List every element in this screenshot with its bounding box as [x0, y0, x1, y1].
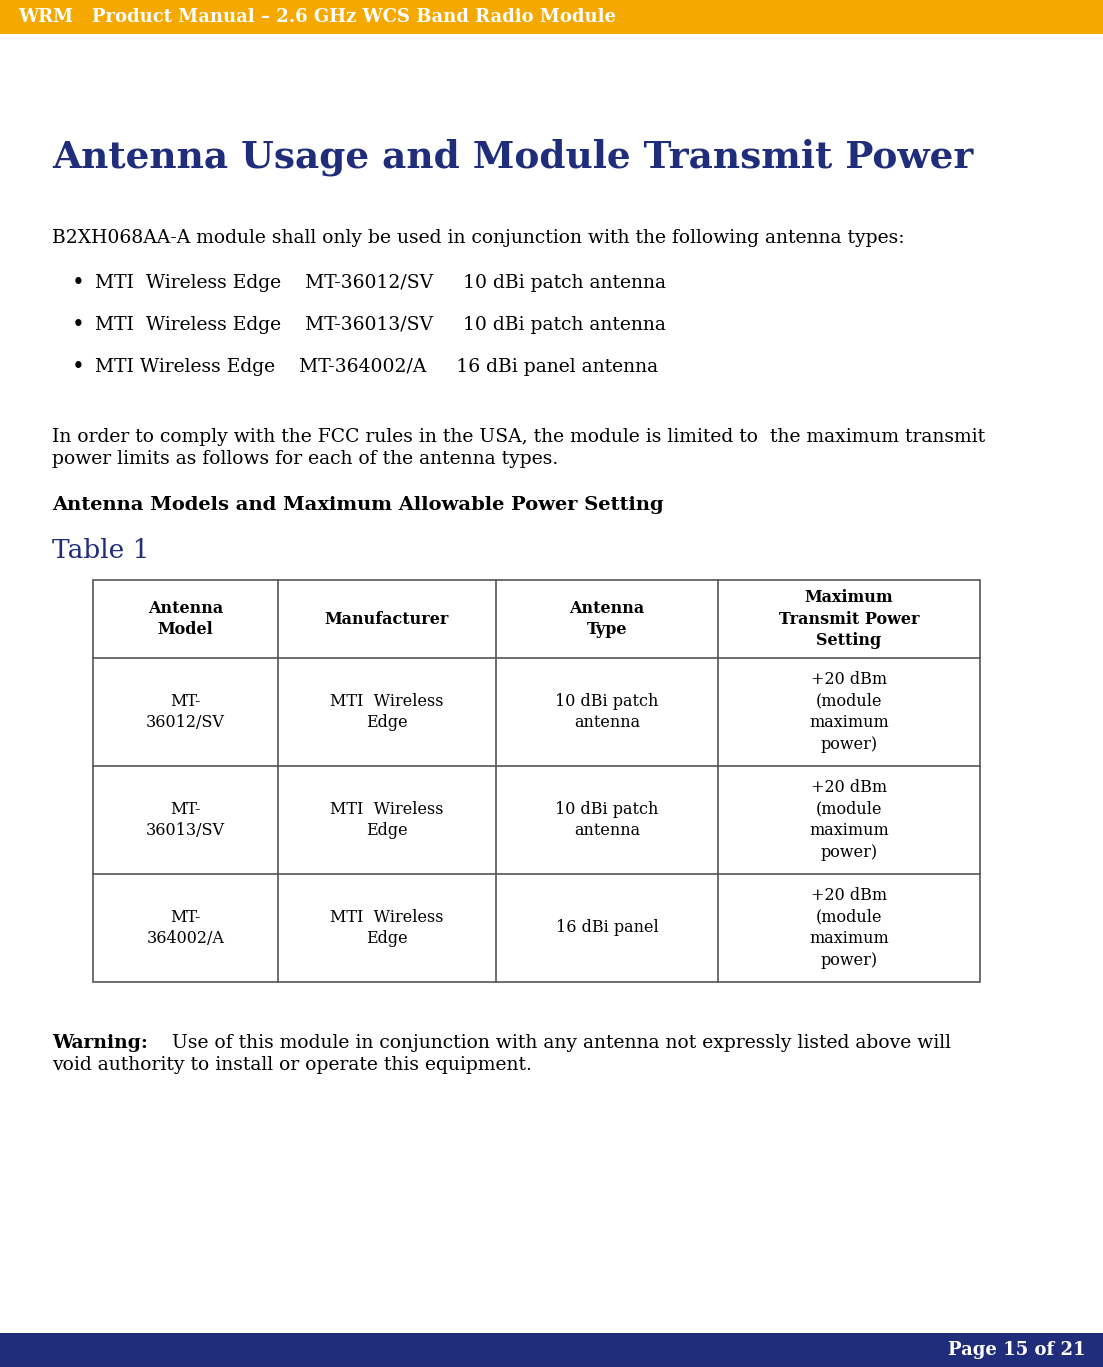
Text: MT-
36013/SV: MT- 36013/SV — [146, 801, 225, 839]
Text: MT-
364002/A: MT- 364002/A — [147, 909, 224, 947]
Text: MTI  Wireless Edge    MT-36012/SV     10 dBi patch antenna: MTI Wireless Edge MT-36012/SV 10 dBi pat… — [95, 273, 666, 293]
Text: +20 dBm
(module
maximum
power): +20 dBm (module maximum power) — [810, 779, 889, 861]
Bar — [0, 1333, 1103, 1367]
Text: power limits as follows for each of the antenna types.: power limits as follows for each of the … — [52, 450, 558, 468]
Text: •: • — [72, 355, 85, 379]
Text: Page 15 of 21: Page 15 of 21 — [947, 1341, 1085, 1359]
Text: Maximum
Transmit Power
Setting: Maximum Transmit Power Setting — [779, 589, 919, 649]
Text: Use of this module in conjunction with any antenna not expressly listed above wi: Use of this module in conjunction with a… — [124, 1033, 951, 1053]
Text: In order to comply with the FCC rules in the USA, the module is limited to  the : In order to comply with the FCC rules in… — [52, 428, 985, 446]
Text: •: • — [72, 314, 85, 336]
Text: void authority to install or operate this equipment.: void authority to install or operate thi… — [52, 1055, 532, 1074]
Text: MTI  Wireless Edge    MT-36013/SV     10 dBi patch antenna: MTI Wireless Edge MT-36013/SV 10 dBi pat… — [95, 316, 666, 334]
Text: 10 dBi patch
antenna: 10 dBi patch antenna — [555, 801, 658, 839]
Bar — [93, 580, 979, 982]
Text: Antenna Models and Maximum Allowable Power Setting: Antenna Models and Maximum Allowable Pow… — [52, 496, 664, 514]
Text: Antenna Usage and Module Transmit Power: Antenna Usage and Module Transmit Power — [52, 139, 973, 176]
Text: WRM   Product Manual – 2.6 GHz WCS Band Radio Module: WRM Product Manual – 2.6 GHz WCS Band Ra… — [18, 8, 615, 26]
Text: +20 dBm
(module
maximum
power): +20 dBm (module maximum power) — [810, 887, 889, 969]
Text: MTI Wireless Edge    MT-364002/A     16 dBi panel antenna: MTI Wireless Edge MT-364002/A 16 dBi pan… — [95, 358, 658, 376]
Text: 16 dBi panel: 16 dBi panel — [556, 920, 658, 936]
Text: Manufacturer: Manufacturer — [324, 611, 449, 627]
Text: Antenna
Type: Antenna Type — [569, 600, 644, 638]
Text: •: • — [72, 272, 85, 294]
Text: MTI  Wireless
Edge: MTI Wireless Edge — [330, 801, 443, 839]
Text: B2XH068AA-A module shall only be used in conjunction with the following antenna : B2XH068AA-A module shall only be used in… — [52, 230, 904, 247]
Text: 10 dBi patch
antenna: 10 dBi patch antenna — [555, 693, 658, 731]
Text: MTI  Wireless
Edge: MTI Wireless Edge — [330, 909, 443, 947]
Text: MTI  Wireless
Edge: MTI Wireless Edge — [330, 693, 443, 731]
Text: +20 dBm
(module
maximum
power): +20 dBm (module maximum power) — [810, 671, 889, 753]
Bar — [0, 0, 1103, 34]
Text: Warning:: Warning: — [52, 1033, 148, 1053]
Text: MT-
36012/SV: MT- 36012/SV — [146, 693, 225, 731]
Text: Antenna
Model: Antenna Model — [148, 600, 223, 638]
Text: Table 1: Table 1 — [52, 539, 149, 563]
